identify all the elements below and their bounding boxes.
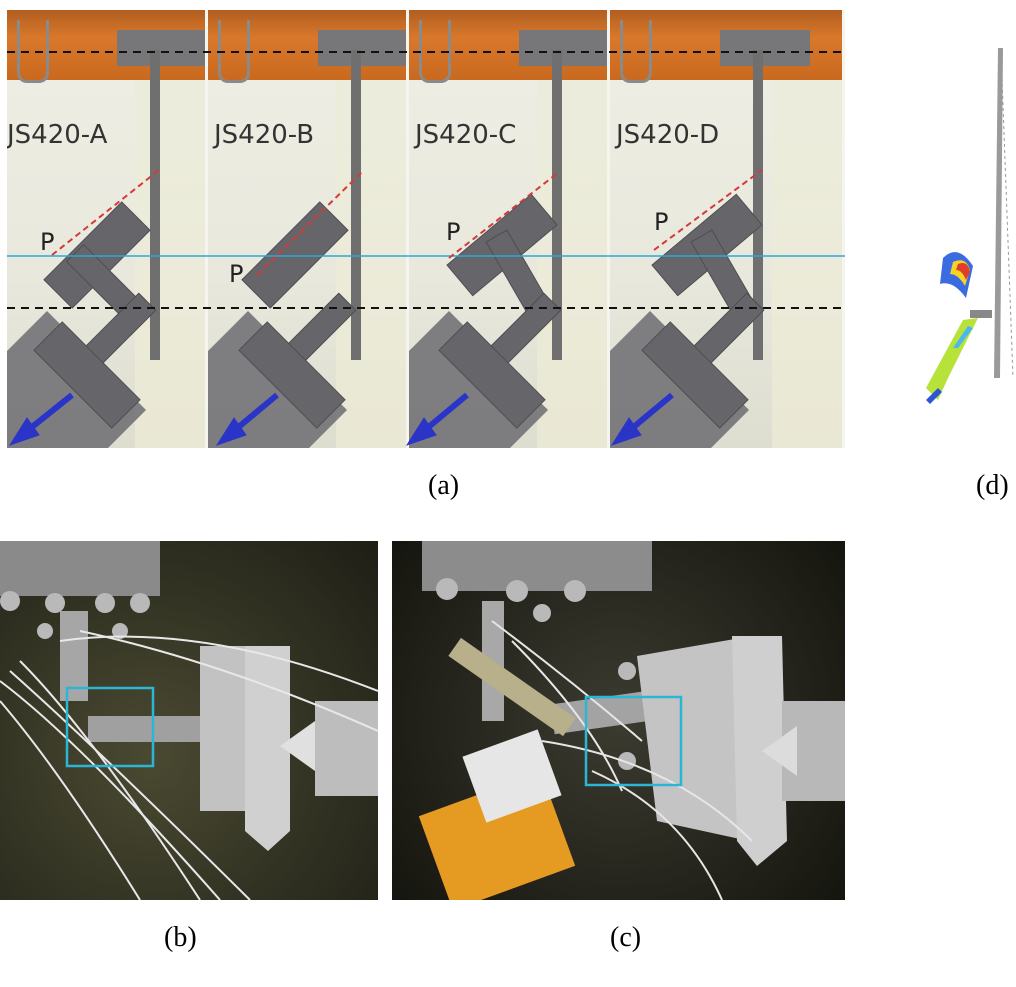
wedge-tip — [762, 726, 797, 776]
specimen-label: JS420-D — [616, 120, 720, 150]
photo-c — [418, 541, 845, 900]
wires — [491, 620, 753, 900]
figure-panel-a: JS420-A P JS420-B P JS420-C P JS420-D P — [7, 10, 845, 448]
background-panel — [336, 80, 406, 448]
fe-bolt — [970, 310, 992, 318]
instrument — [418, 637, 576, 900]
blade — [732, 636, 787, 866]
clamp-block — [117, 30, 205, 66]
top-fixture — [422, 541, 652, 591]
fe-stress-red — [956, 263, 970, 280]
loading-wedge — [315, 701, 378, 796]
caption-c: (c) — [610, 922, 642, 953]
caption-d: (d) — [976, 470, 1009, 501]
vertical-member — [60, 611, 88, 701]
top-fixture — [0, 541, 160, 596]
specimen-photo-a: JS420-A P — [7, 10, 208, 448]
fe-plate — [994, 48, 1003, 378]
rotation-line-c — [448, 171, 560, 259]
rotation-line-a — [51, 169, 160, 256]
point-label-p: P — [654, 208, 669, 236]
figure-panel-c — [392, 541, 845, 900]
background-panel — [537, 80, 607, 448]
detail-highlight-box — [65, 686, 155, 768]
specimen-photo-c: JS420-C P — [409, 10, 610, 448]
specimen-label: JS420-A — [7, 120, 108, 150]
load-arrows — [8, 392, 674, 446]
bolts — [0, 591, 150, 639]
point-label-p: P — [40, 228, 55, 256]
panel-a-overlay — [7, 51, 845, 446]
specimen-label: JS420-B — [214, 120, 315, 150]
wedge-tip — [280, 721, 315, 771]
fe-stress-blue — [926, 388, 942, 404]
clamp-block — [519, 30, 607, 66]
point-label-p: P — [229, 260, 244, 288]
vertical-plate — [150, 50, 160, 360]
specimen-label: JS420-C — [415, 120, 517, 150]
fe-reference-line — [1001, 77, 1014, 379]
caption-b: (b) — [164, 922, 197, 953]
rotation-line-d — [653, 169, 763, 251]
blade — [245, 646, 290, 851]
point-label-p: P — [446, 218, 461, 246]
detail-highlight-box — [584, 695, 683, 787]
photo-b — [0, 541, 378, 900]
background-panel — [135, 80, 205, 448]
rotation-line-b — [256, 169, 365, 276]
vertical-plate — [351, 50, 361, 360]
vertical-plate — [753, 50, 763, 360]
clamp-block — [318, 30, 406, 66]
figure-panel-b — [0, 541, 378, 900]
clamp-block — [720, 30, 810, 66]
vertical-plate — [552, 50, 562, 360]
fe-model — [926, 48, 1014, 404]
fe-stress-cyan — [953, 326, 973, 348]
bolts — [436, 578, 636, 770]
horizontal-member — [88, 716, 208, 742]
figure-panel-d — [918, 48, 1014, 408]
background-panel — [772, 80, 842, 448]
caption-a: (a) — [428, 470, 460, 501]
t-specimens — [33, 193, 765, 429]
